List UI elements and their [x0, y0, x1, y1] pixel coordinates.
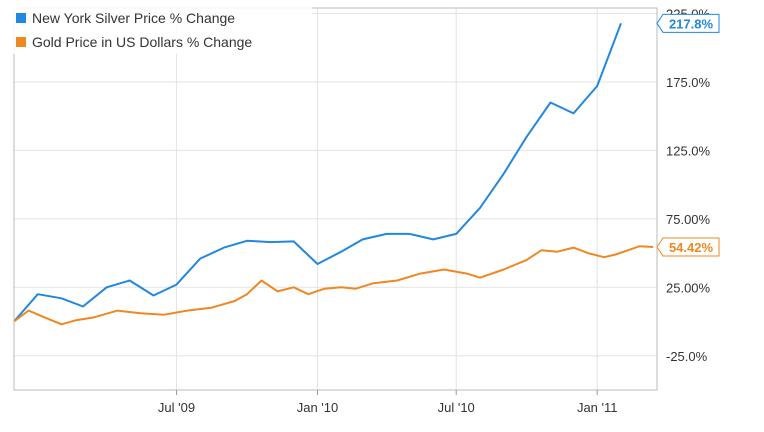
end-label-text: 217.8% — [669, 16, 714, 31]
legend-entry: Gold Price in US Dollars % Change — [32, 34, 252, 50]
legend-background — [10, 4, 312, 54]
x-tick-label: Jul '10 — [438, 400, 475, 415]
end-label-box — [656, 13, 720, 33]
y-tick-label: -25.0% — [666, 349, 708, 364]
y-tick-label: 75.00% — [666, 212, 711, 227]
legend: New York Silver Price % Change Gold Price… — [10, 4, 312, 54]
y-tick-label: 125.0% — [666, 143, 711, 158]
end-label-1: 54.42% — [656, 237, 720, 257]
end-label-text: 54.42% — [669, 240, 714, 255]
x-tick-label: Jan '10 — [297, 400, 339, 415]
series-line-1 — [13, 245, 654, 326]
x-tick-label: Jul '09 — [158, 400, 195, 415]
end-label-box — [656, 237, 720, 257]
legend-swatch — [16, 13, 26, 23]
x-tick-label: Jan '11 — [577, 400, 618, 415]
legend-swatch — [16, 37, 26, 47]
plot-frame — [13, 7, 658, 391]
end-label-0: 217.8% — [656, 13, 720, 33]
legend-entry: New York Silver Price % Change — [32, 10, 235, 26]
series-line-0 — [13, 22, 622, 323]
y-tick-label: 175.0% — [666, 75, 711, 90]
y-tick-label: 25.00% — [666, 280, 711, 295]
